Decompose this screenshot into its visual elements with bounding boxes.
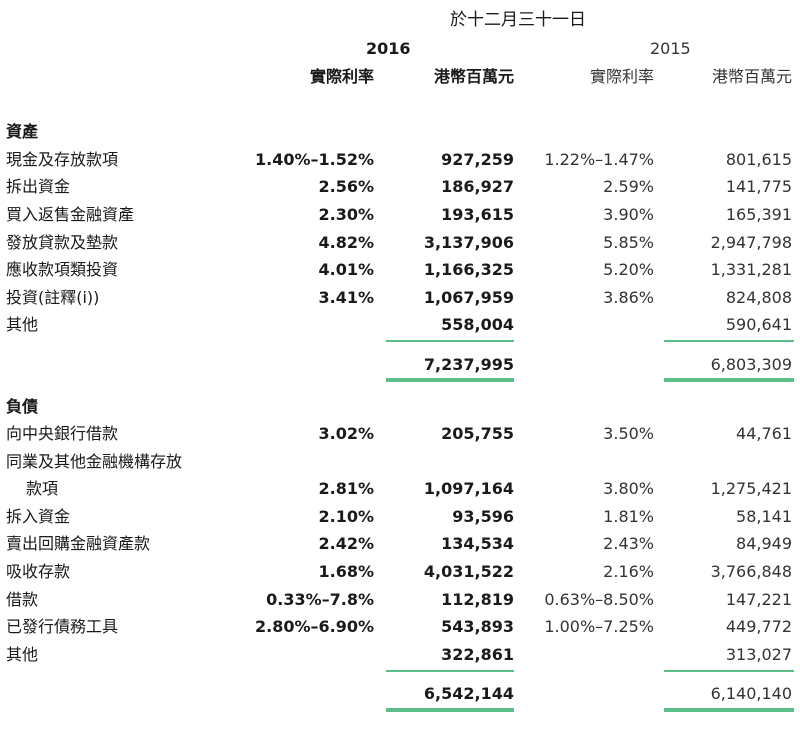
- amount-2016: 927,259: [441, 150, 514, 169]
- assets-heading: 資產: [6, 122, 39, 141]
- row-label: 發放貸款及墊款: [6, 233, 119, 252]
- assets-total-rule-2016: [386, 378, 514, 382]
- rate-2015: 0.63%–8.50%: [544, 590, 654, 609]
- amount-2016: 186,927: [441, 177, 514, 196]
- amount-2015: 1,275,421: [710, 479, 792, 498]
- rate-2015: 3.50%: [603, 424, 654, 443]
- amount-2015: 58,141: [736, 507, 792, 526]
- assets-subtotal-rule-2016: [386, 340, 514, 342]
- col-rate-2016-header: 實際利率: [309, 67, 374, 86]
- rate-2015: 2.16%: [603, 562, 654, 581]
- amount-2015: 147,221: [725, 590, 792, 609]
- amount-2015: 449,772: [725, 617, 792, 636]
- row-label: 已發行債務工具: [6, 617, 119, 636]
- rate-2016: 1.40%–1.52%: [254, 150, 374, 169]
- row-label: 吸收存款: [6, 562, 71, 581]
- period-heading: 於十二月三十一日: [450, 10, 586, 30]
- liabilities-total-rule-2015: [664, 708, 794, 712]
- assets-total-2015: 6,803,309: [710, 355, 792, 374]
- rate-2015: 1.00%–7.25%: [544, 617, 654, 636]
- row-label: 借款: [6, 590, 39, 609]
- amount-2016: 193,615: [441, 205, 514, 224]
- rate-2016: 2.80%–6.90%: [254, 617, 374, 636]
- rate-2016: 2.81%: [318, 479, 374, 498]
- amount-2015: 801,615: [725, 150, 792, 169]
- amount-2015: 2,947,798: [710, 233, 792, 252]
- rate-2015: 3.86%: [603, 288, 654, 307]
- rate-2016: 3.02%: [318, 424, 374, 443]
- rate-2016: 4.82%: [318, 233, 374, 252]
- rate-2015: 1.81%: [603, 507, 654, 526]
- rate-2016: 4.01%: [318, 260, 374, 279]
- rate-2015: 3.90%: [603, 205, 654, 224]
- rate-2015: 1.22%–1.47%: [544, 150, 654, 169]
- row-label: 應收款項類投資: [6, 260, 119, 279]
- amount-2016: 3,137,906: [423, 233, 514, 252]
- liabilities-heading: 負債: [6, 397, 39, 416]
- assets-total-rule-2015: [664, 378, 794, 382]
- row-label: 拆出資金: [6, 177, 71, 196]
- amount-2016: 1,097,164: [423, 479, 514, 498]
- amount-2016: 543,893: [441, 617, 514, 636]
- amount-2016: 134,534: [441, 534, 514, 553]
- liabilities-total-rule-2016: [386, 708, 514, 712]
- amount-2015: 3,766,848: [710, 562, 792, 581]
- year-2015-heading: 2015: [650, 39, 691, 58]
- amount-2015: 141,775: [725, 177, 792, 196]
- amount-2015: 165,391: [725, 205, 792, 224]
- rate-2015: 3.80%: [603, 479, 654, 498]
- liabilities-subtotal-rule-2015: [664, 670, 794, 672]
- row-label: 現金及存放款項: [6, 150, 119, 169]
- amount-2016: 322,861: [441, 645, 514, 664]
- rate-2015: 2.59%: [603, 177, 654, 196]
- rate-2016: 2.30%: [318, 205, 374, 224]
- rate-2015: 5.20%: [603, 260, 654, 279]
- rate-2016: 2.56%: [318, 177, 374, 196]
- row-label: 拆入資金: [6, 507, 71, 526]
- amount-2015: 824,808: [725, 288, 792, 307]
- row-label: 賣出回購金融資產款: [6, 534, 151, 553]
- row-label: 向中央銀行借款: [6, 424, 119, 443]
- liabilities-subtotal-rule-2016: [386, 670, 514, 672]
- amount-2015: 590,641: [725, 315, 792, 334]
- col-amount-2016-header: 港幣百萬元: [433, 67, 514, 86]
- rate-2016: 3.41%: [318, 288, 374, 307]
- rate-2016: 2.42%: [318, 534, 374, 553]
- amount-2016: 93,596: [452, 507, 514, 526]
- year-2016-heading: 2016: [366, 39, 411, 58]
- row-label: 同業及其他金融機構存放: [6, 452, 183, 471]
- liabilities-total-2016: 6,542,144: [423, 684, 514, 703]
- amount-2016: 558,004: [441, 315, 514, 334]
- amount-2015: 44,761: [736, 424, 792, 443]
- amount-2015: 84,949: [736, 534, 792, 553]
- amount-2016: 205,755: [441, 424, 514, 443]
- rate-2016: 0.33%–7.8%: [266, 590, 374, 609]
- amount-2016: 112,819: [441, 590, 514, 609]
- amount-2016: 4,031,522: [423, 562, 514, 581]
- rate-2016: 2.10%: [318, 507, 374, 526]
- col-rate-2015-header: 實際利率: [589, 67, 654, 86]
- amount-2015: 1,331,281: [710, 260, 792, 279]
- amount-2016: 1,067,959: [423, 288, 514, 307]
- col-amount-2015-header: 港幣百萬元: [711, 67, 792, 86]
- row-label-continued: 款項: [26, 479, 59, 498]
- liabilities-total-2015: 6,140,140: [710, 684, 792, 703]
- rate-2016: 1.68%: [318, 562, 374, 581]
- assets-subtotal-rule-2015: [664, 340, 794, 342]
- row-label: 買入返售金融資產: [6, 205, 135, 224]
- row-label: 其他: [6, 645, 39, 664]
- amount-2015: 313,027: [725, 645, 792, 664]
- assets-total-2016: 7,237,995: [423, 355, 514, 374]
- rate-2015: 2.43%: [603, 534, 654, 553]
- amount-2016: 1,166,325: [423, 260, 514, 279]
- rate-2015: 5.85%: [603, 233, 654, 252]
- row-label: 其他: [6, 315, 39, 334]
- row-label: 投資(註釋(i)): [6, 288, 100, 307]
